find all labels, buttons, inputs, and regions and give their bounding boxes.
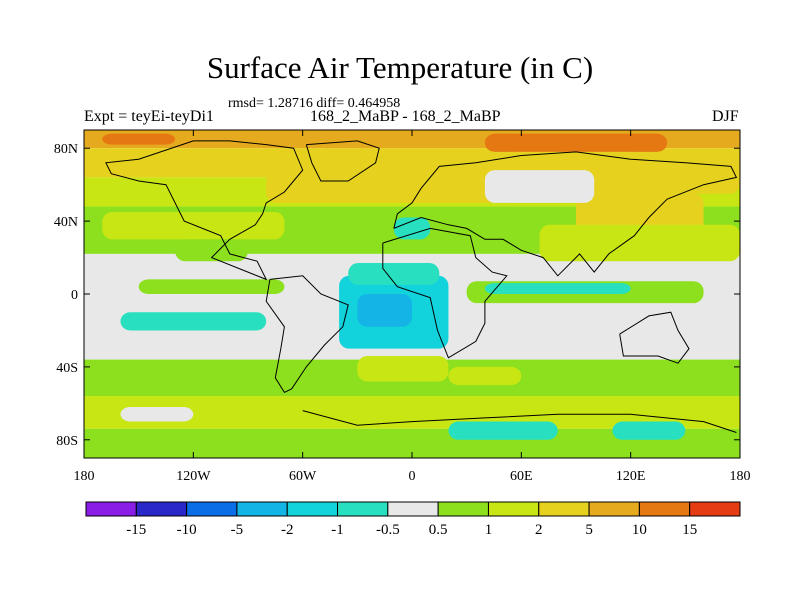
coastlines <box>105 140 738 433</box>
colorbar-label-11: 15 <box>682 522 697 538</box>
field-patch-26 <box>120 406 194 422</box>
y-tick-label-2: 0 <box>71 288 78 303</box>
colorbar-swatch-7 <box>437 501 489 517</box>
axes: 180 120W 60W 0 60E 120E 180 80N 40N 0 40S 80S <box>54 130 751 484</box>
colorbar-swatch-12 <box>689 501 741 517</box>
y-tick-label-4: 80S <box>56 434 78 449</box>
coastline-eurasia <box>393 151 738 277</box>
colorbar-swatch-1 <box>135 501 188 517</box>
colorbar-swatch-10 <box>588 501 640 517</box>
field-patch-30 <box>484 133 668 152</box>
colorbar-label-6: 0.5 <box>429 522 448 538</box>
field-patch-14 <box>175 239 248 262</box>
colorbar-label-4: -1 <box>331 522 344 538</box>
x-tick-label-3: 0 <box>409 469 416 484</box>
field-patch-23 <box>357 355 449 382</box>
y-tick-label-0: 80N <box>54 142 78 157</box>
chart-title: Surface Air Temperature (in C) <box>206 50 594 85</box>
x-tick-label-5: 120E <box>616 469 646 484</box>
field-patch-12 <box>484 170 595 203</box>
field-patch-17 <box>120 312 267 331</box>
colorbar-swatch-8 <box>487 501 540 517</box>
field-patch-27 <box>448 421 558 440</box>
season-label: DJF <box>712 108 739 125</box>
x-tick-label-6: 180 <box>730 469 751 484</box>
field-patch-28 <box>612 421 686 440</box>
coastline-australia <box>619 311 690 364</box>
colorbar-label-5: -0.5 <box>376 522 400 538</box>
expt-label: Expt = teyEi-teyDi1 <box>84 108 214 125</box>
field-patch-10 <box>102 212 285 240</box>
colorbar-label-1: -10 <box>177 522 197 538</box>
stats-label: rmsd= 1.28716 diff= 0.464958 <box>228 96 401 111</box>
field-patch-18 <box>484 283 631 294</box>
colorbar-swatch-2 <box>186 501 238 517</box>
y-tick-label-3: 40S <box>56 361 78 376</box>
field-patch-20 <box>357 294 412 327</box>
colorbar-label-7: 1 <box>485 522 493 538</box>
y-tick-label-1: 40N <box>54 215 78 230</box>
x-tick-label-2: 60W <box>289 469 317 484</box>
colorbar-swatch-0 <box>85 501 137 517</box>
colorbar-swatch-4 <box>286 501 339 517</box>
field-patch-21 <box>348 263 440 285</box>
colorbar-swatch-3 <box>236 501 288 517</box>
case-label: 168_2_MaBP - 168_2_MaBP <box>310 108 501 125</box>
coastline-africa <box>382 227 508 359</box>
coastline-antarctica <box>302 410 737 433</box>
field-patch-22 <box>393 217 431 240</box>
colorbar-label-8: 2 <box>535 522 543 538</box>
colorbar-swatch-6 <box>387 501 439 517</box>
field-patch-15 <box>138 279 285 294</box>
field-patch-29 <box>102 133 176 145</box>
x-tick-label-4: 60E <box>510 469 533 484</box>
x-tick-label-1: 120W <box>176 469 211 484</box>
colorbar-label-2: -5 <box>231 522 244 538</box>
colorbar-label-9: 5 <box>585 522 593 538</box>
colorbar-label-3: -2 <box>281 522 294 538</box>
temperature-field <box>84 130 740 458</box>
coastline-greenland <box>305 140 380 182</box>
colorbar-label-10: 10 <box>632 522 647 538</box>
coastline-south-america <box>265 275 349 394</box>
colorbar-swatch-9 <box>538 501 590 517</box>
colorbar-swatch-11 <box>638 501 691 517</box>
colorbar-swatch-5 <box>337 501 389 517</box>
field-patch-25 <box>612 321 722 349</box>
colorbar-label-0: -15 <box>126 522 146 538</box>
field-patch-24 <box>448 366 522 386</box>
x-tick-label-0: 180 <box>74 469 95 484</box>
colorbar: -15 -10 -5 -2 -1 -0.5 0.5 1 2 5 10 15 <box>85 501 741 538</box>
field-patch-13 <box>539 224 740 262</box>
field-patch-8 <box>266 148 522 203</box>
coastline-north-america <box>105 140 304 281</box>
